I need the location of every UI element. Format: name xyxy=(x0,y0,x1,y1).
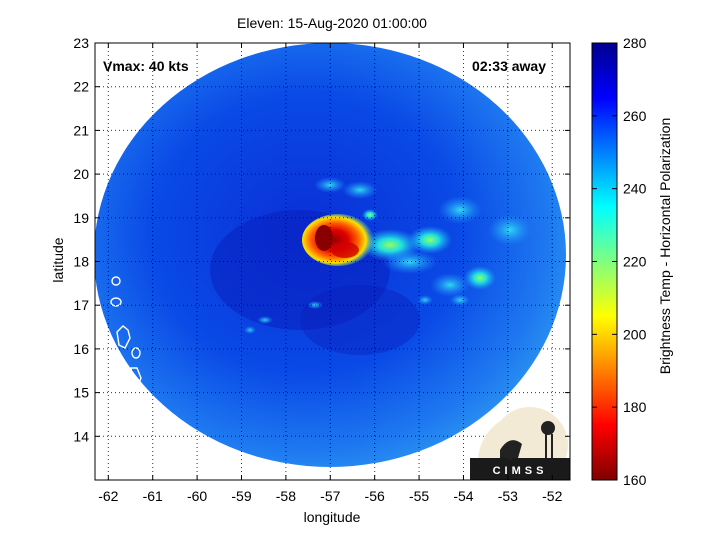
y-tick-label: 23 xyxy=(73,35,89,51)
plot-area: CIMSS xyxy=(95,43,570,480)
y-tick-label: 21 xyxy=(73,122,89,138)
y-tick-label: 18 xyxy=(73,254,89,270)
colorbar-label: Brightness Temp - Horizontal Polarizatio… xyxy=(657,118,673,375)
x-tick-label: -56 xyxy=(365,488,385,504)
y-tick-label: 14 xyxy=(73,428,89,444)
y-axis-ticks: 14 15 16 17 18 19 20 21 22 23 xyxy=(73,35,570,444)
convective-core xyxy=(302,214,374,266)
colorbar-tick-label: 240 xyxy=(623,181,647,197)
y-tick-label: 20 xyxy=(73,166,89,182)
y-tick-label: 19 xyxy=(73,210,89,226)
x-tick-label: -52 xyxy=(542,488,562,504)
x-tick-label: -62 xyxy=(98,488,118,504)
grid-lines xyxy=(95,43,570,480)
colorbar-tick-label: 260 xyxy=(623,108,647,124)
island-outlines xyxy=(95,276,223,480)
y-tick-label: 22 xyxy=(73,79,89,95)
cimss-logo: CIMSS xyxy=(470,407,570,480)
x-tick-label: -55 xyxy=(409,488,429,504)
chart-title: Eleven: 15-Aug-2020 01:00:00 xyxy=(237,15,427,31)
time-away-annotation: 02:33 away xyxy=(472,58,546,74)
x-tick-label: -58 xyxy=(276,488,296,504)
cimss-logo-text: CIMSS xyxy=(493,465,548,477)
x-axis-ticks: -62 -61 -60 -59 -58 -57 -56 -55 -54 -53 -52 xyxy=(98,43,563,504)
y-tick-label: 15 xyxy=(73,385,89,401)
x-tick-label: -59 xyxy=(231,488,251,504)
colorbar-tick-label: 220 xyxy=(623,254,647,270)
colorbar-ticks: 160 180 200 220 240 260 280 xyxy=(592,35,647,488)
colorbar: 160 180 200 220 240 260 280 Brightness Temp - … xyxy=(591,35,673,488)
x-tick-label: -54 xyxy=(453,488,473,504)
x-tick-label: -60 xyxy=(187,488,207,504)
y-tick-label: 16 xyxy=(73,341,89,357)
vmax-annotation: Vmax: 40 kts xyxy=(103,58,189,74)
x-tick-label: -53 xyxy=(498,488,518,504)
y-axis-label: latitude xyxy=(50,237,66,282)
colorbar-tick-label: 200 xyxy=(623,326,647,342)
colorbar-tick-label: 160 xyxy=(623,472,647,488)
x-tick-label: -57 xyxy=(320,488,340,504)
y-tick-label: 17 xyxy=(73,297,89,313)
colorbar-tick-label: 180 xyxy=(623,399,647,415)
x-axis-label: longitude xyxy=(304,509,361,525)
colorbar-tick-label: 280 xyxy=(623,35,647,51)
x-tick-label: -61 xyxy=(143,488,163,504)
